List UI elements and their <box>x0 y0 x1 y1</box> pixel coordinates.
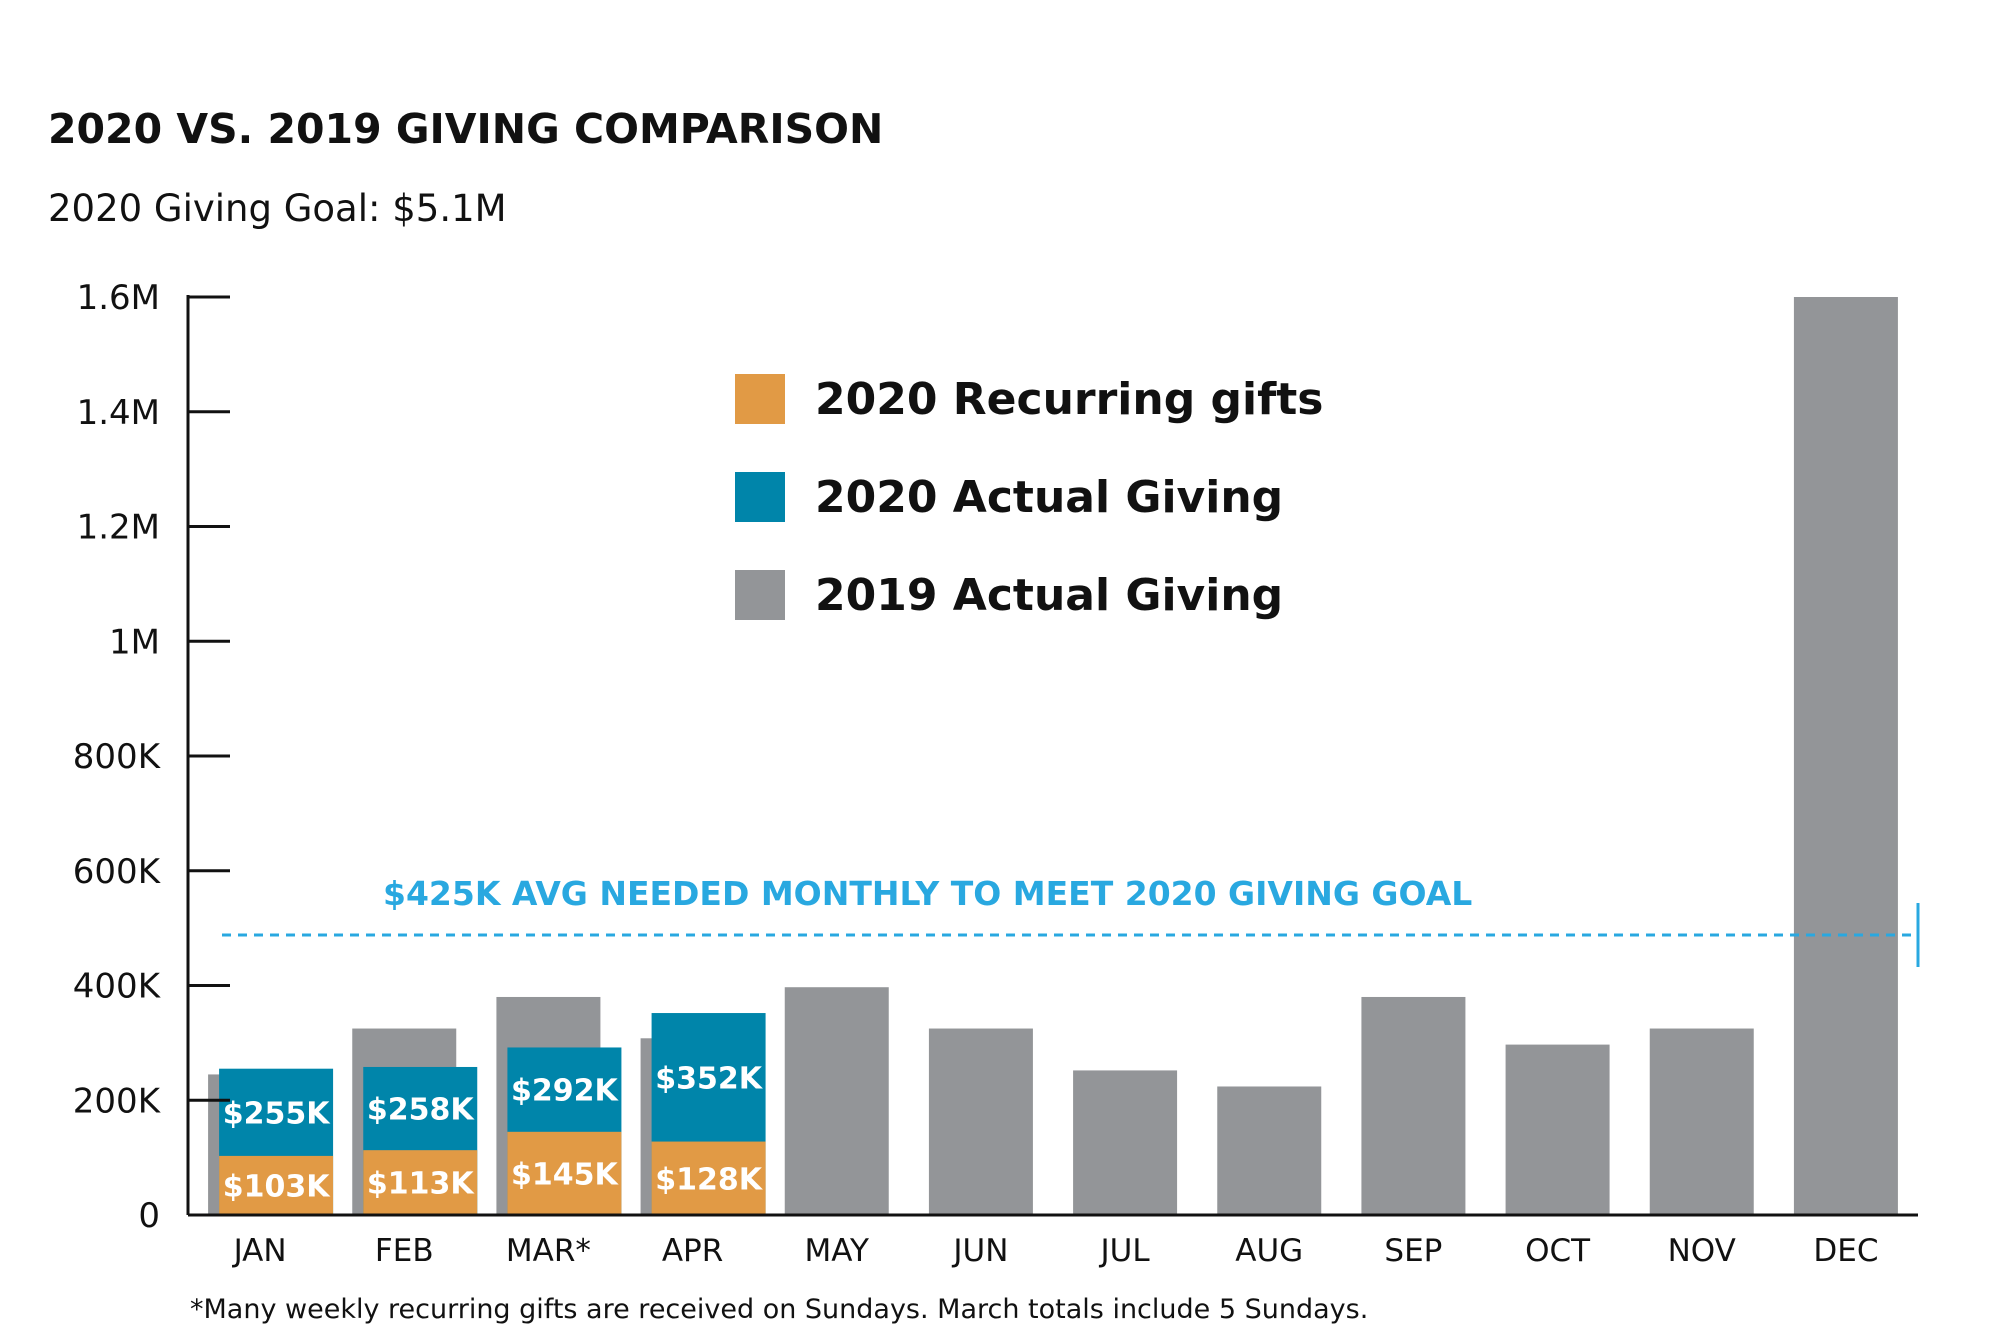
bar-2019-nov <box>1649 1028 1754 1215</box>
axes-group: 0 200K 400K 600K 800K 1M 1.2M 1.4M 1.6M JAN FEB MAR… <box>73 278 1918 1269</box>
bar-2019-oct <box>1505 1044 1610 1215</box>
y-tick-label: 0 <box>138 1196 160 1236</box>
data-label-2020-recurring-feb: $113K <box>367 1167 475 1202</box>
data-label-2020-actual-jan: $255K <box>223 1096 331 1131</box>
goal-line-group: $425K AVG NEEDED MONTHLY TO MEET 2020 GI… <box>222 874 1920 968</box>
bar-2020-recurring-mar <box>507 1131 622 1215</box>
bar-2020-recurring-apr <box>651 1141 766 1215</box>
bar-2019-aug <box>1217 1086 1322 1215</box>
bar-2019-sep <box>1361 996 1466 1215</box>
legend-swatch <box>735 472 785 522</box>
legend: 2020 Recurring gifts 2020 Actual Giving 20… <box>735 374 1323 621</box>
x-tick-label: JUL <box>1099 1233 1151 1269</box>
chart-title: 2020 VS. 2019 GIVING COMPARISON <box>48 105 883 153</box>
x-tick-label: OCT <box>1525 1233 1591 1269</box>
x-tick-label: MAR* <box>506 1233 591 1269</box>
legend-label: 2019 Actual Giving <box>815 570 1283 621</box>
y-tick-label: 600K <box>73 852 162 892</box>
bars-2020-group: $255K $103K $258K $113K $292K $145K $352K $128K <box>219 1013 766 1215</box>
y-tick-label: 800K <box>73 737 162 777</box>
bar-2019-jun <box>928 1028 1033 1215</box>
bar-2020-recurring-feb <box>363 1150 478 1215</box>
x-tick-label: DEC <box>1813 1233 1878 1269</box>
y-tick-label: 200K <box>73 1081 162 1121</box>
x-tick-label: JAN <box>232 1233 287 1269</box>
bar-2019-may <box>784 987 889 1215</box>
x-tick-label: FEB <box>375 1233 434 1269</box>
y-tick-label: 1.6M <box>77 278 160 318</box>
x-tick-label: APR <box>662 1233 723 1269</box>
legend-label: 2020 Actual Giving <box>815 472 1283 523</box>
data-label-2020-actual-mar: $292K <box>511 1074 619 1109</box>
legend-label: 2020 Recurring gifts <box>815 374 1323 425</box>
bar-2019-jul <box>1073 1070 1178 1215</box>
legend-swatch <box>735 570 785 620</box>
x-tick-label: SEP <box>1384 1233 1442 1269</box>
bar-2020-recurring-jan <box>219 1155 334 1215</box>
footnote: *Many weekly recurring gifts are receive… <box>190 1294 1368 1325</box>
x-tick-label: AUG <box>1235 1233 1303 1269</box>
x-tick-label: MAY <box>805 1233 870 1269</box>
legend-swatch <box>735 374 785 424</box>
x-tick-label: JUN <box>951 1233 1008 1269</box>
x-tick-label: NOV <box>1668 1233 1736 1269</box>
y-tick-label: 1M <box>109 622 160 662</box>
y-tick-label: 1.2M <box>77 508 160 548</box>
y-tick-label: 1.4M <box>77 393 160 433</box>
data-label-2020-recurring-jan: $103K <box>223 1169 331 1204</box>
data-label-2020-recurring-mar: $145K <box>511 1157 619 1192</box>
chart-subtitle: 2020 Giving Goal: $5.1M <box>48 187 507 230</box>
goal-line-label: $425K AVG NEEDED MONTHLY TO MEET 2020 GI… <box>383 874 1472 913</box>
y-tick-label: 400K <box>73 967 162 1007</box>
data-label-2020-actual-feb: $258K <box>367 1093 475 1128</box>
data-label-2020-actual-apr: $352K <box>655 1061 763 1096</box>
data-label-2020-recurring-apr: $128K <box>655 1162 763 1197</box>
bar-2019-dec <box>1793 297 1898 1215</box>
